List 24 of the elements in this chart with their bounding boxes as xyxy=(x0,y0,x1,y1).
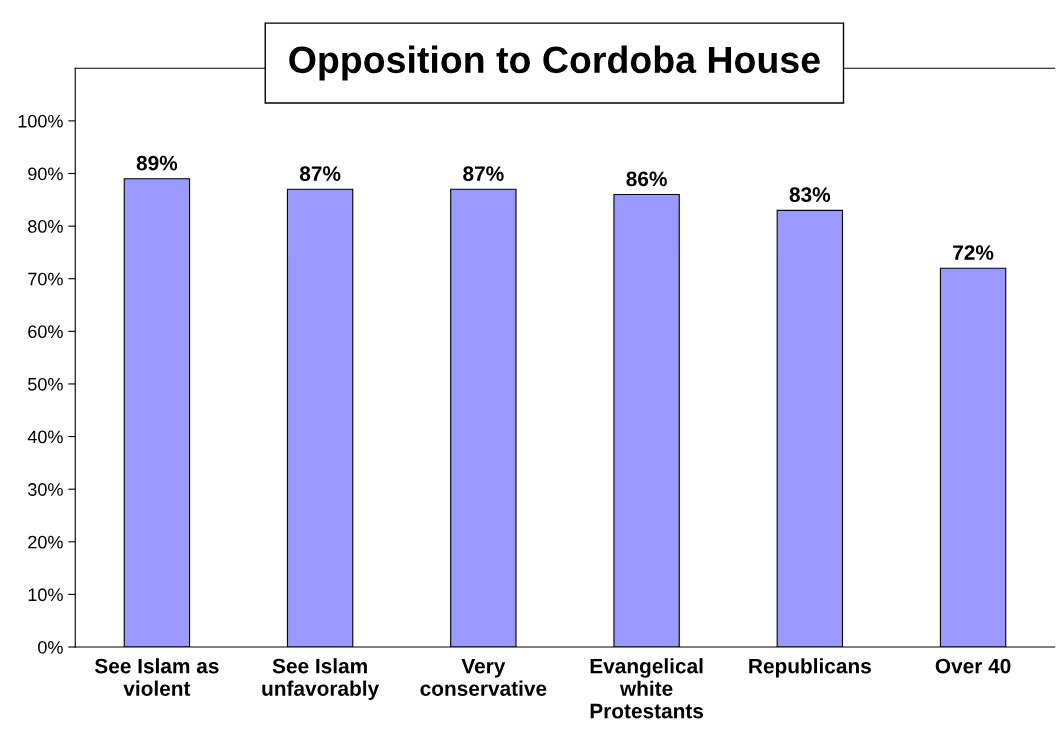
data-label: 72% xyxy=(953,245,994,260)
y-tick-label: 20% xyxy=(28,535,63,549)
data-label: 83% xyxy=(789,187,831,203)
y-tick-label: 80% xyxy=(28,220,63,233)
x-tick-label: See Islam unfavorably xyxy=(262,658,380,700)
x-tick-label: Very conservative xyxy=(420,658,547,696)
data-label: 89% xyxy=(136,155,178,171)
y-tick-label: 90% xyxy=(28,167,63,181)
y-tick-label: 60% xyxy=(28,325,63,339)
y-tick-label: 70% xyxy=(28,272,63,286)
data-label: 87% xyxy=(299,166,341,181)
y-tick-label: 0% xyxy=(38,640,63,654)
chart-title: Opposition to Cordoba House xyxy=(289,45,820,81)
data-label: 87% xyxy=(463,166,504,181)
data-label: 86% xyxy=(626,171,667,187)
x-tick-label: See Islam as violent xyxy=(94,658,219,696)
y-tick-label: 100% xyxy=(18,114,63,128)
x-tick-label: Republicans xyxy=(749,658,871,678)
y-tick-label: 10% xyxy=(28,588,63,602)
y-tick-label: 40% xyxy=(27,430,63,444)
x-tick-label: Evangelical white Protestants xyxy=(590,658,704,719)
y-tick-label: 30% xyxy=(28,483,63,496)
y-tick-label: 50% xyxy=(28,377,63,391)
x-tick-label: Over 40 xyxy=(935,658,1011,674)
